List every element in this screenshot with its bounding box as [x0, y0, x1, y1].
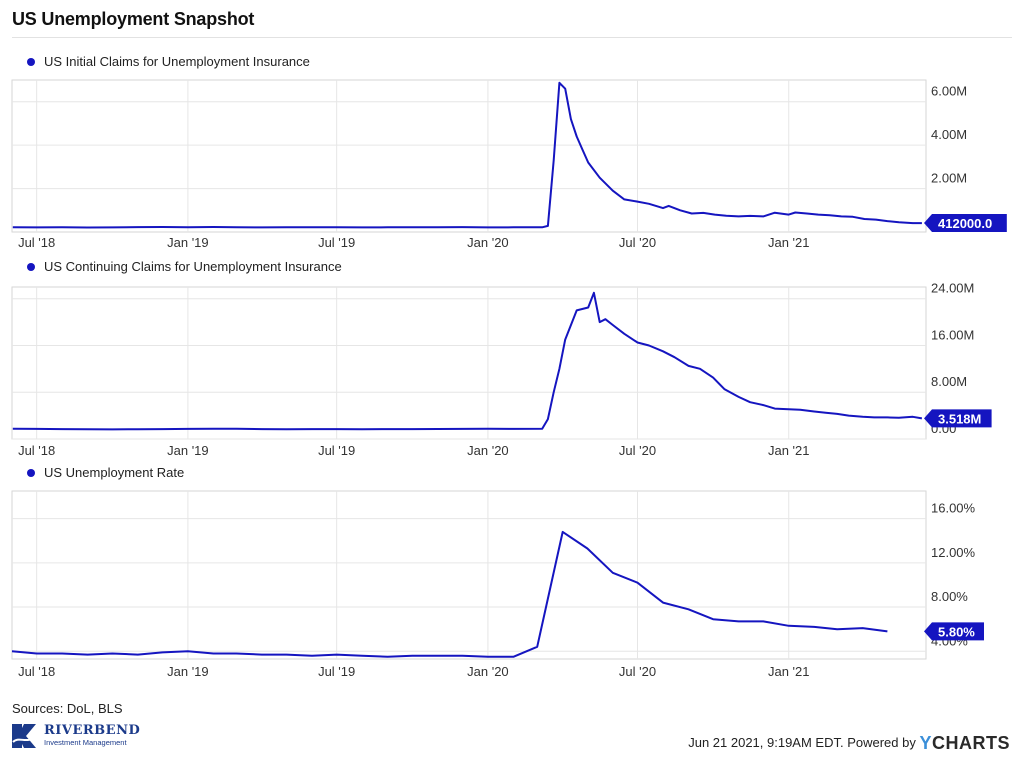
last-value-flag — [924, 409, 992, 428]
footer-credit: Jun 21 2021, 9:19AM EDT. Powered by YCHA… — [688, 733, 1010, 754]
x-tick-label: Jan '19 — [167, 235, 209, 250]
y-tick-label: 8.00M — [931, 374, 967, 389]
y-tick-label: 8.00% — [931, 589, 968, 604]
x-tick-label: Jul '20 — [619, 664, 656, 679]
x-tick-label: Jan '21 — [768, 443, 810, 458]
logo-tagline: Investment Management — [44, 738, 127, 747]
page-title: US Unemployment Snapshot — [12, 9, 255, 29]
series-line[interactable] — [12, 81, 922, 229]
y-tick-label: 12.00% — [931, 545, 976, 560]
legend-label[interactable]: US Continuing Claims for Unemployment In… — [44, 259, 342, 274]
plot-frame — [11, 79, 927, 233]
y-tick-label: 16.00M — [931, 327, 974, 342]
legend-dot-icon — [27, 58, 35, 66]
x-tick-label: Jul '20 — [619, 443, 656, 458]
x-tick-label: Jan '19 — [167, 664, 209, 679]
x-tick-label: Jul '20 — [619, 235, 656, 250]
ycharts-link[interactable]: YCHARTS — [919, 733, 1010, 753]
logo-wordmark: RIVERBEND — [44, 723, 141, 738]
x-tick-label: Jul '18 — [18, 443, 55, 458]
y-tick-label: 16.00% — [931, 501, 976, 516]
x-tick-label: Jan '20 — [467, 443, 509, 458]
last-value-label: 412000.0 — [938, 216, 992, 231]
y-tick-label: 2.00M — [931, 171, 967, 186]
ycharts-wordmark: CHARTS — [932, 733, 1010, 753]
legend-label[interactable]: US Initial Claims for Unemployment Insur… — [44, 54, 310, 69]
series-line[interactable] — [11, 530, 888, 658]
series-line[interactable] — [12, 291, 923, 431]
y-tick-label: 24.00M — [931, 281, 974, 296]
unemployment-rate-panel[interactable]: 4.00%8.00%12.00%16.00%Jul '18 Jan '19 Jul … — [11, 465, 984, 679]
x-tick-label: Jul '18 — [18, 235, 55, 250]
x-tick-label: Jul '19 — [318, 664, 355, 679]
x-tick-label: Jan '21 — [768, 235, 810, 250]
last-value-flag — [924, 214, 1007, 233]
legend-label[interactable]: US Unemployment Rate — [44, 465, 184, 480]
x-tick-label: Jul '19 — [318, 443, 355, 458]
x-tick-label: Jan '19 — [167, 443, 209, 458]
initial-claims-panel[interactable]: 2.00M 4.00M 6.00M Jul '18 Jan '19 Jul '19 Jan … — [11, 54, 1007, 250]
y-tick-label: 4.00M — [931, 127, 967, 142]
sources-note: Sources: DoL, BLS — [12, 701, 123, 716]
ycharts-mark: Y — [919, 733, 932, 753]
plot-frame — [11, 286, 927, 440]
x-tick-label: Jan '20 — [467, 664, 509, 679]
x-tick-label: Jul '18 — [18, 664, 55, 679]
title-divider — [12, 37, 1012, 38]
footer-timestamp: Jun 21 2021, 9:19AM EDT. Powered by — [688, 735, 916, 750]
last-value-flag — [924, 622, 984, 641]
last-value-label: 3.518M — [938, 411, 981, 426]
riverbend-mark-icon — [12, 724, 38, 748]
last-value-label: 5.80% — [938, 624, 975, 639]
legend-dot-icon — [27, 263, 35, 271]
x-tick-label: Jan '20 — [467, 235, 509, 250]
y-tick-label: 6.00M — [931, 84, 967, 99]
x-tick-label: Jul '19 — [318, 235, 355, 250]
riverbend-logo: RIVERBEND Investment Management — [10, 722, 140, 750]
x-tick-label: Jan '21 — [768, 664, 810, 679]
legend-dot-icon — [27, 469, 35, 477]
